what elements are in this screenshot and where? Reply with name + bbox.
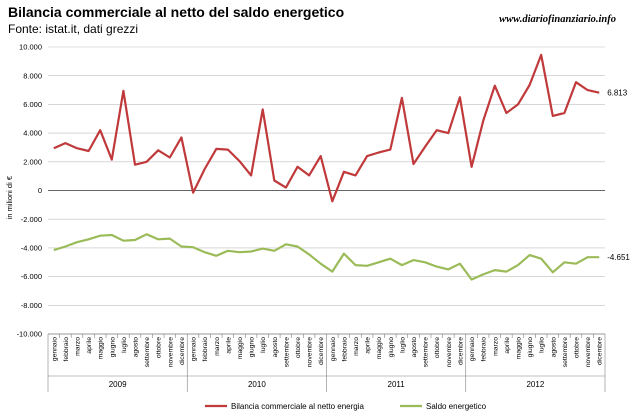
month-label: aprile: [225, 337, 232, 354]
y-tick-label: -10.000: [17, 330, 42, 339]
end-label-1: 6.813: [607, 89, 628, 98]
y-tick-label: 8.000: [23, 71, 42, 80]
year-label: 2009: [109, 380, 127, 389]
month-label: agosto: [411, 337, 418, 358]
month-label: aprile: [365, 337, 372, 354]
y-tick-label: 10.000: [19, 43, 42, 52]
month-label: aprile: [86, 337, 93, 354]
month-label: novembre: [167, 337, 174, 367]
chart-title: Bilancia commerciale al netto del saldo …: [8, 4, 344, 20]
month-label: settembre: [562, 337, 569, 367]
month-label: marzo: [75, 337, 82, 356]
y-tick-label: 4.000: [23, 129, 42, 138]
gridlines: [48, 46, 605, 335]
y-tick-label: 2.000: [23, 157, 42, 166]
month-label: luglio: [399, 337, 406, 353]
month-label: luglio: [121, 337, 128, 353]
legend-label-2: Saldo energetico: [426, 402, 487, 411]
month-label: settembre: [423, 337, 430, 367]
month-label: maggio: [515, 337, 522, 360]
month-label: novembre: [307, 337, 314, 367]
month-label: maggio: [98, 337, 105, 360]
month-labels: gennaio febbraio marzo aprile maggio giugno lu…: [51, 337, 603, 367]
month-label: agosto: [550, 337, 557, 358]
y-tick-label: -2.000: [21, 215, 42, 224]
month-label: febbraio: [63, 337, 70, 362]
month-label: luglio: [539, 337, 546, 353]
y-tick-label: -6.000: [21, 272, 42, 281]
month-label: febbraio: [341, 337, 348, 362]
y-tick-label: -8.000: [21, 301, 42, 310]
month-label: ottobre: [295, 337, 302, 358]
chart-source: Fonte: istat.it, dati grezzi: [8, 22, 138, 36]
y-axis-label: in milioni di €: [5, 175, 14, 219]
x-axis-ticks: [47, 334, 606, 392]
month-label: giugno: [388, 337, 395, 358]
month-label: gennaio: [51, 337, 58, 361]
month-label: gennaio: [191, 337, 198, 361]
month-label: ottobre: [573, 337, 580, 358]
month-label: maggio: [376, 337, 383, 360]
year-label: 2010: [248, 380, 266, 389]
month-label: maggio: [237, 337, 244, 360]
y-tick-label: -4.000: [21, 244, 42, 253]
month-label: gennaio: [469, 337, 476, 361]
month-label: settembre: [144, 337, 151, 367]
y-tick-labels: -10.000 -8.000 -6.000 -4.000 -2.000 0 2.000 4.0…: [17, 43, 42, 339]
month-label: aprile: [504, 337, 511, 354]
month-label: novembre: [446, 337, 453, 367]
month-label: marzo: [353, 337, 360, 356]
month-label: marzo: [492, 337, 499, 356]
month-label: ottobre: [156, 337, 163, 358]
year-label: 2011: [388, 380, 406, 389]
month-label: gennaio: [330, 337, 337, 361]
month-label: giugno: [109, 337, 116, 358]
month-label: dicembre: [597, 337, 604, 365]
series-line-2: [53, 233, 600, 281]
legend: Bilancia commerciale al netto energia Sal…: [205, 402, 487, 411]
month-label: agosto: [133, 337, 140, 358]
month-label: agosto: [272, 337, 279, 358]
month-label: settembre: [283, 337, 290, 367]
series-lines: [53, 53, 600, 281]
end-labels: 6.813 -4.651: [607, 89, 630, 263]
y-tick-label: 0: [38, 186, 42, 195]
month-label: dicembre: [318, 337, 325, 365]
year-label: 2012: [526, 380, 544, 389]
month-label: ottobre: [434, 337, 441, 358]
site-watermark: www.diariofinanziario.info: [499, 14, 616, 25]
month-label: febbraio: [481, 337, 488, 362]
month-label: dicembre: [457, 337, 464, 365]
month-label: luglio: [260, 337, 267, 353]
series-line-1: [53, 53, 600, 203]
year-labels: 2009 2010 2011 2012: [109, 380, 545, 389]
legend-label-1: Bilancia commerciale al netto energia: [231, 402, 365, 411]
month-label: giugno: [249, 337, 256, 358]
month-label: marzo: [214, 337, 221, 356]
y-tick-label: 6.000: [23, 100, 42, 109]
month-label: giugno: [527, 337, 534, 358]
end-label-2: -4.651: [607, 253, 630, 262]
month-label: febbraio: [202, 337, 209, 362]
month-label: dicembre: [179, 337, 186, 365]
month-label: novembre: [585, 337, 592, 367]
